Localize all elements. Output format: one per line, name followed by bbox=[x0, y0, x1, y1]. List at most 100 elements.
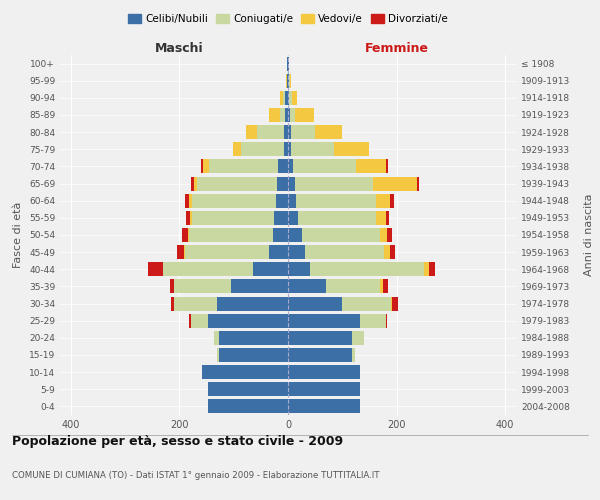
Bar bbox=[197, 176, 277, 190]
Bar bbox=[218, 331, 288, 345]
Bar bbox=[184, 245, 185, 259]
Bar bbox=[276, 194, 288, 207]
Bar bbox=[288, 176, 295, 190]
Bar bbox=[288, 160, 293, 173]
Bar bbox=[386, 314, 387, 328]
Bar bbox=[326, 280, 380, 293]
Legend: Celibi/Nubili, Coniugati/e, Vedovi/e, Divorziati/e: Celibi/Nubili, Coniugati/e, Vedovi/e, Di… bbox=[124, 10, 452, 29]
Bar bbox=[293, 160, 356, 173]
Bar bbox=[274, 211, 288, 225]
Bar bbox=[171, 296, 174, 310]
Bar bbox=[288, 228, 302, 242]
Bar bbox=[380, 280, 383, 293]
Bar bbox=[280, 91, 283, 105]
Text: Maschi: Maschi bbox=[155, 42, 204, 55]
Text: Popolazione per età, sesso e stato civile - 2009: Popolazione per età, sesso e stato civil… bbox=[12, 434, 343, 448]
Bar bbox=[241, 142, 284, 156]
Bar bbox=[429, 262, 434, 276]
Bar bbox=[191, 314, 208, 328]
Bar bbox=[380, 228, 387, 242]
Bar bbox=[288, 91, 289, 105]
Bar bbox=[291, 125, 315, 139]
Y-axis label: Anni di nascita: Anni di nascita bbox=[584, 194, 594, 276]
Bar bbox=[389, 245, 395, 259]
Bar bbox=[288, 194, 296, 207]
Bar bbox=[315, 125, 342, 139]
Bar bbox=[288, 382, 359, 396]
Bar bbox=[285, 91, 288, 105]
Bar bbox=[217, 348, 218, 362]
Bar bbox=[174, 296, 217, 310]
Bar bbox=[182, 228, 188, 242]
Bar bbox=[310, 262, 424, 276]
Bar bbox=[390, 194, 394, 207]
Bar bbox=[203, 160, 209, 173]
Bar bbox=[284, 142, 288, 156]
Bar bbox=[273, 228, 288, 242]
Bar bbox=[288, 365, 359, 379]
Bar bbox=[186, 211, 190, 225]
Bar bbox=[218, 348, 288, 362]
Bar bbox=[383, 280, 388, 293]
Bar bbox=[376, 194, 390, 207]
Bar bbox=[302, 228, 380, 242]
Bar bbox=[386, 211, 389, 225]
Y-axis label: Fasce di età: Fasce di età bbox=[13, 202, 23, 268]
Bar bbox=[295, 176, 373, 190]
Bar bbox=[177, 245, 184, 259]
Bar bbox=[163, 262, 253, 276]
Bar bbox=[384, 245, 389, 259]
Bar bbox=[288, 211, 298, 225]
Bar bbox=[286, 74, 287, 88]
Bar bbox=[170, 280, 174, 293]
Bar bbox=[392, 296, 398, 310]
Bar bbox=[245, 125, 257, 139]
Bar bbox=[188, 228, 273, 242]
Text: Femmine: Femmine bbox=[365, 42, 428, 55]
Bar bbox=[288, 348, 352, 362]
Bar bbox=[387, 228, 392, 242]
Bar bbox=[285, 108, 288, 122]
Bar bbox=[283, 91, 285, 105]
Bar bbox=[278, 160, 288, 173]
Bar bbox=[295, 108, 314, 122]
Bar bbox=[202, 365, 288, 379]
Bar bbox=[214, 331, 218, 345]
Bar bbox=[277, 176, 288, 190]
Bar bbox=[288, 331, 352, 345]
Bar bbox=[194, 176, 197, 190]
Bar bbox=[208, 382, 288, 396]
Bar bbox=[253, 262, 288, 276]
Bar bbox=[288, 245, 305, 259]
Bar bbox=[342, 296, 391, 310]
Bar bbox=[192, 211, 274, 225]
Bar bbox=[257, 125, 284, 139]
Bar bbox=[291, 142, 334, 156]
Bar bbox=[188, 314, 191, 328]
Bar bbox=[290, 108, 295, 122]
Bar bbox=[288, 314, 359, 328]
Bar bbox=[190, 211, 192, 225]
Bar bbox=[288, 142, 291, 156]
Bar bbox=[292, 91, 297, 105]
Bar bbox=[174, 280, 231, 293]
Bar bbox=[288, 400, 359, 413]
Bar bbox=[192, 194, 276, 207]
Bar bbox=[208, 400, 288, 413]
Bar bbox=[416, 176, 419, 190]
Bar bbox=[424, 262, 429, 276]
Bar bbox=[298, 211, 376, 225]
Bar bbox=[208, 314, 288, 328]
Bar bbox=[233, 142, 241, 156]
Bar bbox=[148, 262, 163, 276]
Text: COMUNE DI CUMIANA (TO) - Dati ISTAT 1° gennaio 2009 - Elaborazione TUTTITALIA.IT: COMUNE DI CUMIANA (TO) - Dati ISTAT 1° g… bbox=[12, 471, 380, 480]
Bar bbox=[284, 125, 288, 139]
Bar bbox=[288, 74, 289, 88]
Bar bbox=[280, 108, 285, 122]
Bar bbox=[185, 245, 269, 259]
Bar bbox=[269, 245, 288, 259]
Bar bbox=[231, 280, 288, 293]
Bar bbox=[352, 331, 364, 345]
Bar bbox=[305, 245, 384, 259]
Bar bbox=[269, 108, 280, 122]
